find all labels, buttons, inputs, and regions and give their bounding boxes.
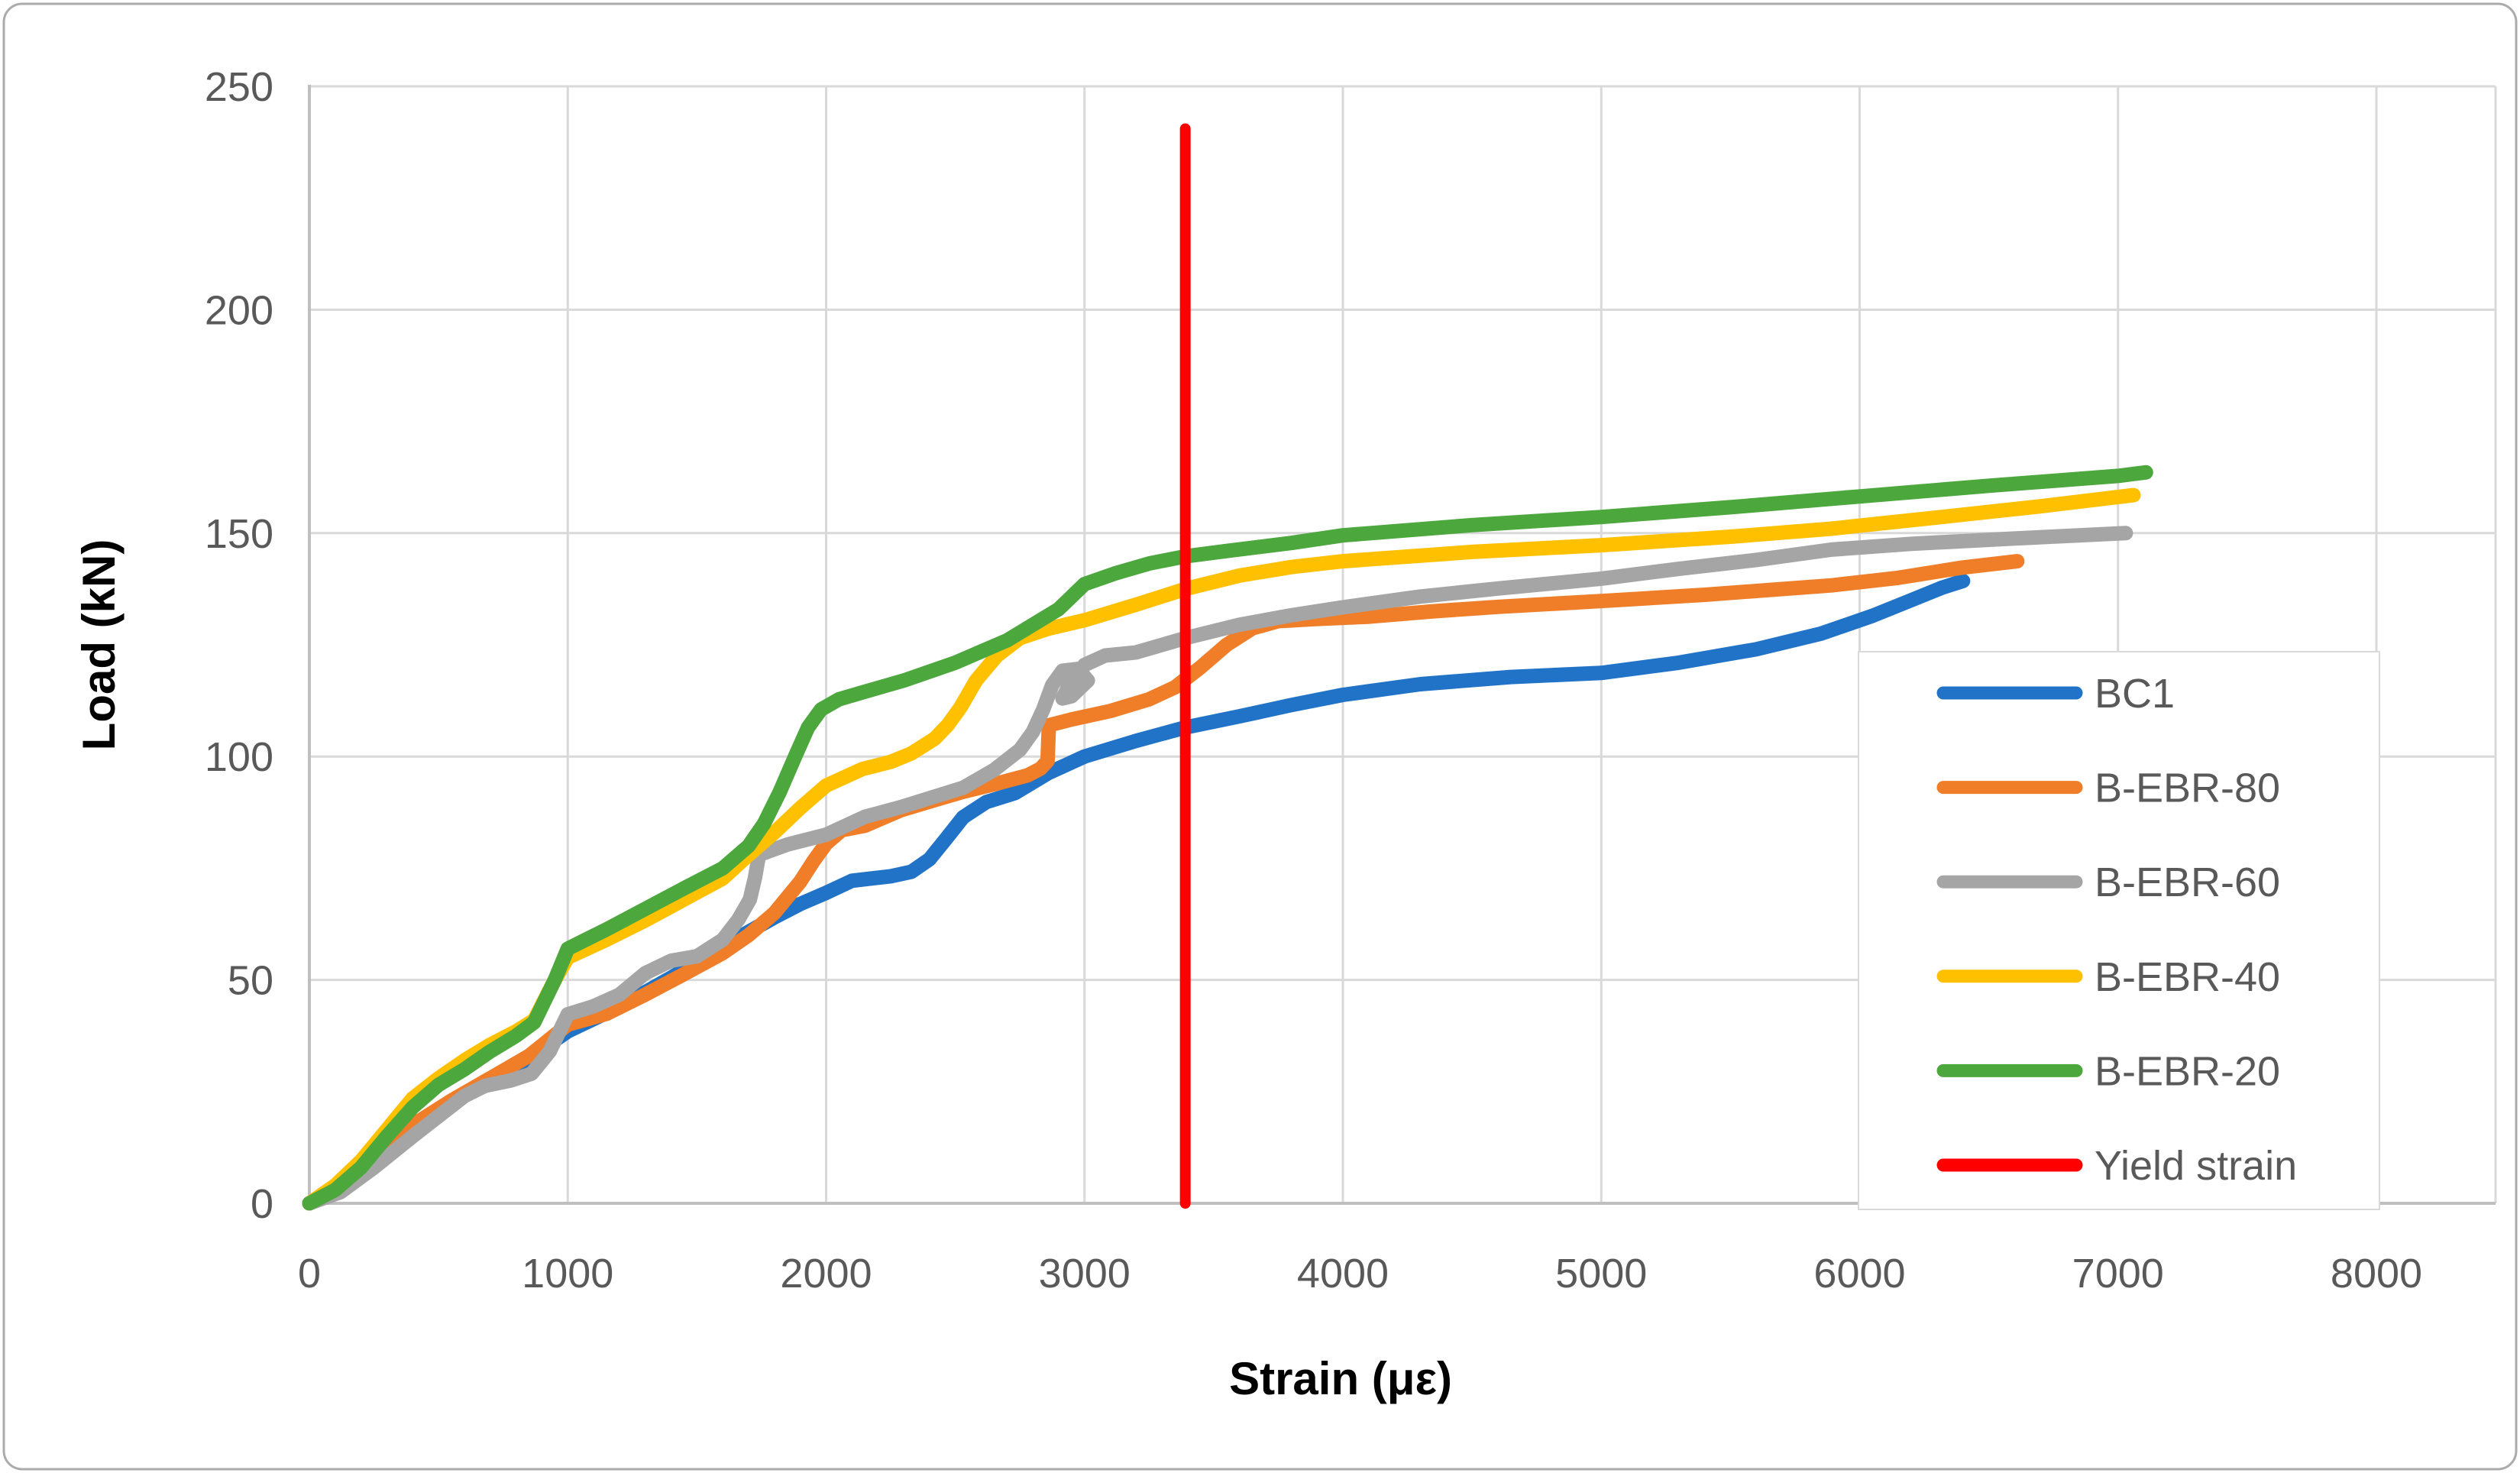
x-tick-label: 3000 — [1039, 1251, 1131, 1297]
y-tick-label: 150 — [205, 511, 273, 557]
x-tick-label: 6000 — [1813, 1251, 1905, 1297]
x-tick-label: 0 — [298, 1251, 321, 1297]
curve-B-EBR-60 — [302, 526, 2133, 1211]
x-tick-label: 1000 — [522, 1251, 613, 1297]
x-tick-label: 2000 — [780, 1251, 872, 1297]
curve-B-EBR-80 — [302, 554, 2025, 1211]
legend-label-B-EBR-80: B-EBR-80 — [2095, 766, 2280, 811]
x-tick-label: 7000 — [2072, 1251, 2164, 1297]
x-tick-label: 8000 — [2331, 1251, 2422, 1297]
y-tick-label: 50 — [228, 958, 273, 1004]
legend-label-Yield strain: Yield strain — [2095, 1143, 2297, 1189]
y-tick-label: 0 — [251, 1181, 273, 1227]
y-tick-label: 250 — [205, 64, 273, 110]
y-tick-label: 100 — [205, 734, 273, 780]
legend-label-B-EBR-40: B-EBR-40 — [2095, 954, 2280, 1000]
legend-label-BC1: BC1 — [2095, 671, 2175, 717]
legend-box — [1858, 651, 2380, 1210]
y-axis-title: Load (kN) — [73, 539, 125, 751]
legend-label-B-EBR-20: B-EBR-20 — [2095, 1048, 2280, 1094]
y-tick-label: 200 — [205, 287, 273, 333]
x-axis-title: Strain (με) — [1229, 1353, 1452, 1404]
x-tick-label: 5000 — [1555, 1251, 1647, 1297]
x-tick-label: 4000 — [1297, 1251, 1389, 1297]
legend-label-B-EBR-60: B-EBR-60 — [2095, 860, 2280, 905]
curve-B-EBR-20 — [302, 465, 2153, 1211]
